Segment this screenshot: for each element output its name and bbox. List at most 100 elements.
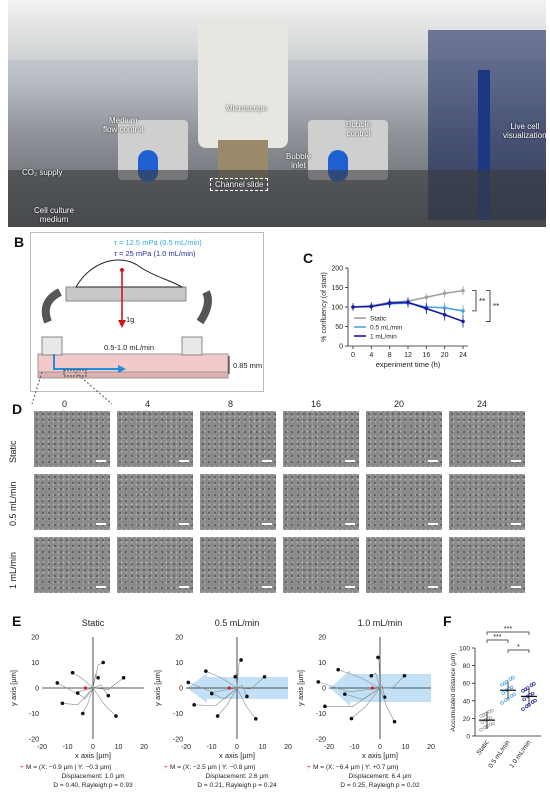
x-tick-label: -10: [206, 744, 216, 751]
time-arrow: [360, 431, 366, 447]
distance-point: [500, 682, 504, 687]
track-endpoint: [323, 704, 327, 709]
y-tick-label: 20: [318, 635, 326, 642]
track-endpoint: [114, 714, 118, 718]
distance-point: [524, 704, 529, 709]
scale-bar: [96, 586, 106, 588]
distance-point: [508, 677, 513, 681]
track-endpoint: [349, 716, 354, 721]
distance-point: [530, 700, 535, 704]
micrograph-tile: [449, 537, 525, 593]
y-axis-label: y axis [µm]: [296, 670, 305, 706]
distance-point: [482, 725, 487, 730]
x-tick-label: -10: [349, 744, 359, 751]
cell-track: [57, 682, 94, 693]
cell-track: [217, 687, 238, 717]
cell-shape: [75, 259, 184, 288]
y-tick-label: 100: [331, 305, 343, 312]
time-arrow: [443, 431, 449, 447]
data-point: [369, 304, 374, 309]
mean-marker-legend: +: [20, 764, 24, 771]
scale-bar: [428, 460, 438, 462]
tau-2-label: τ = 25 mPa (1.0 mL/min): [114, 249, 196, 258]
cell-track: [236, 676, 265, 690]
y-tick-label: -20: [29, 737, 39, 744]
micrograph-tile: [283, 411, 359, 467]
y-axis-label: % confluency (of start): [321, 272, 328, 342]
cell-track: [77, 687, 94, 700]
distance-point: [521, 689, 525, 693]
displacement-label: Displacement: 2.6 µm: [206, 773, 269, 780]
label-co2-supply: CO₂ supply: [22, 168, 63, 177]
scale-bar: [262, 586, 272, 588]
y-tick-label: 10: [31, 660, 39, 667]
y-tick-label: 60: [463, 681, 471, 688]
scale-bar: [262, 523, 272, 525]
x-tick-label: 12: [404, 352, 412, 359]
plot-title: Static: [82, 618, 105, 628]
mean-marker: [227, 686, 231, 690]
track-endpoint: [204, 669, 208, 673]
x-tick-label: 0: [378, 744, 382, 751]
y-axis-label: y axis [µm]: [153, 670, 162, 706]
cell-track: [92, 677, 124, 690]
row-label: Static: [8, 440, 18, 463]
cell-track: [318, 681, 381, 693]
cell-track: [92, 662, 104, 689]
cell-track: [92, 684, 109, 696]
displacement-label: Displacement: 6.4 µm: [349, 773, 412, 780]
label-bubble-inlet: Bubble inlet: [286, 152, 311, 170]
x-tick-label: 0: [235, 744, 239, 751]
tau-1-label: τ = 12.5 mPa (0.5 mL/min): [114, 238, 202, 247]
rayleigh-label: D = 0.25, Rayleigh p = 0.02: [340, 782, 420, 789]
y-tick-label: -10: [316, 711, 326, 718]
distance-point: [501, 691, 505, 695]
legend-label: Static: [370, 316, 387, 323]
scale-bar: [511, 586, 521, 588]
sig-label: ***: [493, 634, 501, 641]
rayleigh-label: D = 0.40, Rayleigh p = 0.93: [53, 782, 133, 789]
data-point: [351, 305, 355, 309]
scale-bar: [511, 460, 521, 462]
y-tick-label: 10: [175, 660, 183, 667]
time-arrow: [194, 494, 200, 510]
scale-bar: [428, 586, 438, 588]
y-tick-label: 200: [331, 266, 343, 273]
distance-point: [509, 694, 514, 698]
y-tick-label: -10: [173, 711, 183, 718]
micrograph-tile: [117, 474, 193, 530]
track-plot: Static -20 -10 0 10 20 20 10 0 -10 -20 x axis [µm] y…: [9, 618, 148, 789]
cell-track: [379, 687, 395, 722]
track-endpoint: [253, 717, 258, 721]
y-tick-label: 0: [322, 686, 326, 693]
track-endpoint: [316, 680, 321, 684]
y-tick-label: -10: [29, 711, 39, 718]
scale-bar: [511, 523, 521, 525]
micrograph-tile: [117, 411, 193, 467]
sig-bracket: [507, 649, 530, 653]
label-channel-slide: Channel slide: [210, 178, 269, 191]
sig-label: **: [493, 302, 499, 311]
legend-label: 0.5 mL/min: [370, 325, 403, 332]
y-tick-label: 0: [35, 686, 39, 693]
y-tick-label: 100: [459, 646, 470, 653]
cell-track: [379, 685, 385, 698]
scale-bar: [179, 586, 189, 588]
data-point: [406, 300, 410, 305]
channel-height-label: 0.85 mm: [233, 361, 262, 370]
y-tick-label: 80: [463, 663, 471, 670]
distance-point: [487, 709, 492, 714]
time-arrow: [194, 431, 200, 447]
x-axis-label: x axis [µm]: [75, 751, 111, 760]
shear-stress-diagram: τ = 12.5 mPa (0.5 mL/min) τ = 25 mPa (1.…: [30, 232, 264, 392]
time-arrow: [360, 557, 366, 573]
y-tick-label: 0: [179, 686, 183, 693]
distance-point: [503, 698, 508, 702]
plot-title: 1.0 mL/min: [358, 618, 403, 628]
label-cell-culture-medium: Cell culture medium: [34, 206, 75, 224]
y-tick-label: 40: [463, 698, 471, 705]
micrograph-tile: [449, 474, 525, 530]
time-arrow: [111, 494, 117, 510]
track-endpoint: [192, 703, 196, 707]
